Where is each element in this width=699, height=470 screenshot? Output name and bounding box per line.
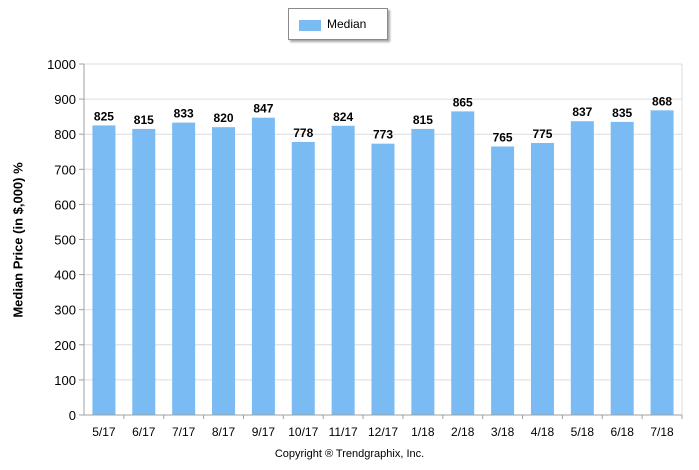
x-tick-label: 10/17 [288,425,318,439]
bar [411,128,435,415]
y-tick-label: 900 [54,92,76,107]
data-label: 820 [214,111,234,125]
y-tick-label: 600 [54,197,76,212]
bar [291,141,315,415]
bar [451,111,475,415]
copyright-text: Copyright ® Trendgraphix, Inc. [274,448,425,460]
data-label: 865 [453,95,473,109]
x-tick-label: 5/18 [571,425,595,439]
bar [251,117,275,415]
data-label: 778 [293,126,313,140]
data-label: 833 [174,107,194,121]
legend-swatch-median [299,20,321,31]
x-tick-label: 2/18 [451,425,475,439]
data-label: 773 [373,128,393,142]
data-label: 835 [612,106,632,120]
data-label: 825 [94,109,114,123]
bar [212,127,236,416]
x-tick-label: 12/17 [368,425,398,439]
x-tick-label: 11/17 [329,425,358,439]
y-tick-label: 300 [54,303,76,318]
bars [92,110,674,416]
y-tick-label: 400 [54,268,76,283]
bar [92,125,116,416]
data-label: 765 [493,130,513,144]
data-label: 815 [134,113,154,127]
bar [331,125,355,415]
y-tick-label: 700 [54,162,76,177]
bar [491,146,515,416]
x-tick-label: 7/17 [172,425,196,439]
bar [132,128,156,415]
axes [83,64,683,419]
x-tick-label: 8/17 [212,425,236,439]
x-tick-labels: 5/17 6/17 7/17 8/17 9/17 10/17 11/17 12/17 1/18 2… [92,425,674,439]
x-tick-label: 6/17 [132,425,156,439]
bar [570,121,594,415]
y-tick-labels: 0 100 200 300 400 500 600 700 800 900 1000 [47,57,76,423]
x-tick-label: 3/18 [491,425,515,439]
x-tick-label: 6/18 [611,425,635,439]
y-tick-label: 0 [69,408,76,423]
bar [610,121,634,415]
bar [371,143,395,415]
data-label: 868 [652,94,672,108]
legend-label-median: Median [327,17,367,31]
y-tick-label: 1000 [47,57,76,72]
y-tick-label: 800 [54,127,76,142]
value-labels: 825 815 833 820 847 778 824 773 815 865 765 775 837 8… [94,94,672,144]
x-tick-label: 7/18 [650,425,674,439]
data-label: 824 [333,110,353,124]
x-tick-label: 5/17 [92,425,116,439]
data-label: 815 [413,113,433,127]
bar [650,110,674,415]
legend: Median [288,8,388,40]
data-label: 847 [253,102,273,116]
x-tick-label: 9/17 [252,425,276,439]
bar [172,122,196,415]
x-tick-label: 4/18 [531,425,555,439]
y-tick-label: 200 [54,338,76,353]
x-tick-label: 1/18 [411,425,435,439]
y-tick-label: 100 [54,373,76,388]
data-label: 775 [532,127,552,141]
data-label: 837 [572,105,592,119]
bar [530,142,554,415]
y-tick-label: 500 [54,233,76,248]
